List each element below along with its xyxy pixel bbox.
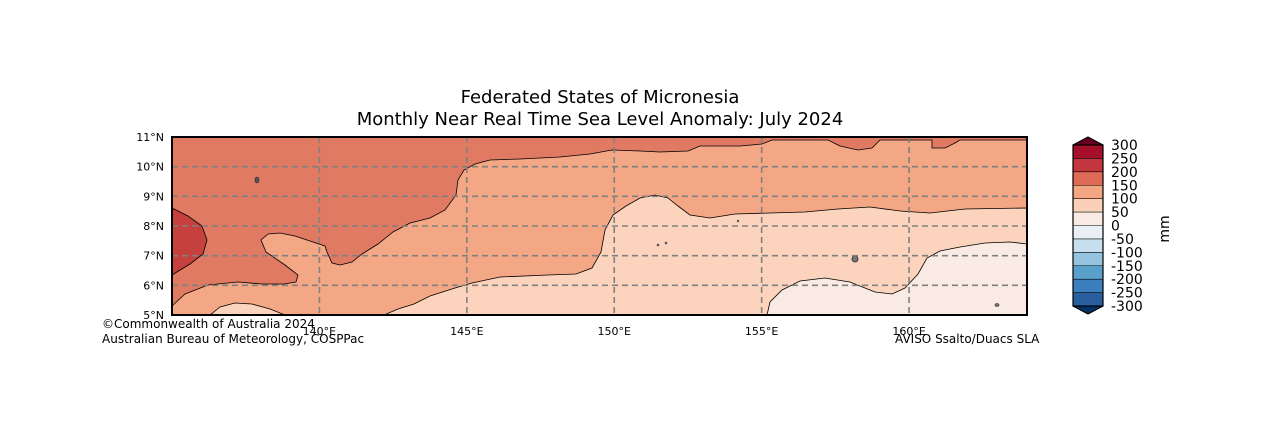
lat-tick-label: 7°N [143, 250, 164, 263]
colorbar-tick-label: 100 [1111, 192, 1138, 208]
colorbar-tick-label: 50 [1111, 205, 1129, 221]
colorbar-tick-label: 250 [1111, 151, 1138, 167]
contour-fill-0-50 [766, 241, 1027, 315]
lon-tick-label: 160°E [892, 325, 925, 338]
anomaly-field [172, 137, 1027, 315]
colorbar-bin [1073, 158, 1103, 172]
colorbar-unit-label: mm [1157, 215, 1173, 242]
lat-tick-label: 6°N [143, 279, 164, 292]
lat-tick-label: 10°N [136, 161, 164, 174]
colorbar-extend-max [1072, 136, 1104, 146]
credit-line-1: ©Commonwealth of Australia 2024 [102, 317, 315, 331]
lat-tick-label: 11°N [136, 131, 164, 144]
colorbar-bin [1073, 292, 1103, 306]
data-source-credit: AVISO Ssalto/Duacs SLA [895, 332, 1040, 346]
colorbar-tick-label: -250 [1111, 286, 1143, 302]
colorbar-tick-label: -100 [1111, 245, 1143, 261]
colorbar-tick-label: -150 [1111, 259, 1143, 275]
island-marker [254, 176, 260, 184]
colorbar: 300250200150100500-50-100-150-200-250-30… [1072, 136, 1143, 315]
island-marker [736, 219, 740, 223]
contour-fill-200-250 [172, 207, 208, 276]
map-frame [171, 136, 1028, 316]
colorbar-bin [1073, 265, 1103, 280]
colorbar-bin [1073, 252, 1103, 266]
island-marker [851, 255, 859, 263]
lon-tick-label: 140°E [303, 325, 336, 338]
lat-tick-label: 5°N [143, 309, 164, 322]
colorbar-extend-min [1072, 305, 1104, 315]
colorbar-tick-label: 200 [1111, 165, 1138, 181]
lat-tick-label: 8°N [143, 220, 164, 233]
colorbar-tick-label: -200 [1111, 272, 1143, 288]
colorbar-bin [1073, 198, 1103, 213]
island-marker [664, 241, 668, 245]
colorbar-bin [1073, 171, 1103, 186]
lon-tick-label: 155°E [745, 325, 778, 338]
colorbar-tick-label: 150 [1111, 178, 1138, 194]
colorbar-bin [1073, 212, 1103, 226]
contour-fill-50-100-sw [209, 302, 286, 315]
colorbar-tick-label: 300 [1111, 138, 1138, 154]
credit-line-2: Australian Bureau of Meteorology, COSPPa… [102, 332, 365, 346]
map-subtitle: Monthly Near Real Time Sea Level Anomaly… [356, 109, 844, 130]
colorbar-bin [1073, 185, 1103, 199]
lon-tick-label: 150°E [598, 325, 631, 338]
colorbar-tick-label: -50 [1111, 232, 1134, 248]
colorbar-tick-label: 0 [1111, 219, 1120, 235]
colorbar-bin [1073, 279, 1103, 293]
colorbar-bin [1073, 145, 1103, 159]
colorbar-bin [1073, 225, 1103, 239]
island-marker [994, 303, 1000, 307]
lat-tick-label: 9°N [143, 190, 164, 203]
island-marker [656, 243, 660, 247]
map-title: Federated States of Micronesia [460, 87, 740, 108]
colorbar-bin [1073, 238, 1103, 253]
graticule [172, 137, 1027, 315]
lon-tick-label: 145°E [450, 325, 483, 338]
colorbar-tick-label: -300 [1111, 299, 1143, 315]
